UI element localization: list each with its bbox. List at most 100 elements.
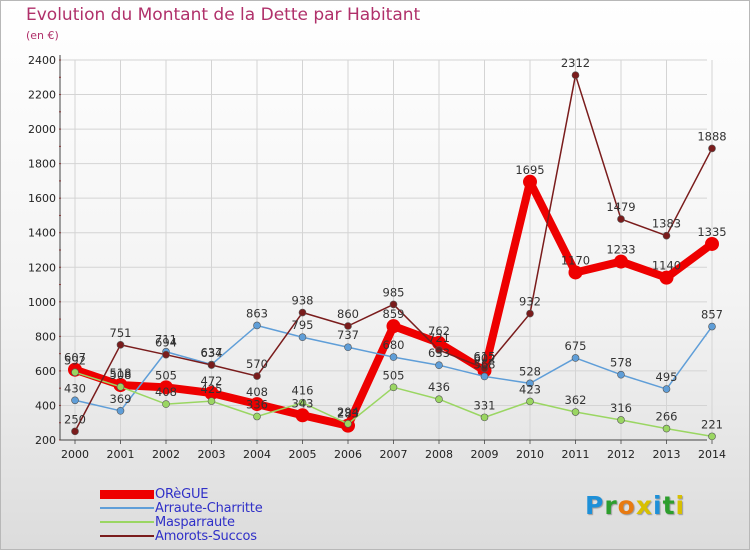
- y-tick-label: 1000: [28, 296, 56, 309]
- data-point: [207, 361, 216, 369]
- data-label: 863: [246, 306, 268, 320]
- data-label: 602: [474, 352, 496, 366]
- legend-swatch: [100, 535, 154, 537]
- data-point: [662, 231, 671, 240]
- data-label: 528: [519, 364, 541, 378]
- data-point: [614, 254, 628, 269]
- legend-item-arraute-charritte: Arraute-Charritte: [100, 500, 263, 516]
- data-point: [344, 343, 352, 352]
- data-label: 737: [337, 328, 359, 342]
- data-label: 423: [519, 382, 541, 396]
- data-point: [568, 265, 583, 280]
- data-point: [435, 361, 443, 370]
- x-tick-label: 2005: [289, 448, 317, 461]
- data-point: [253, 372, 261, 380]
- data-label: 343: [292, 396, 314, 410]
- data-label: 495: [656, 370, 678, 384]
- data-label: 795: [292, 318, 314, 332]
- chart-title: Evolution du Montant de la Dette par Hab…: [26, 5, 421, 25]
- data-point: [526, 379, 534, 388]
- legend-label: Arraute-Charritte: [155, 500, 263, 516]
- legend-item-masparraute: Masparraute: [100, 515, 263, 530]
- data-label: 1479: [606, 200, 635, 214]
- x-tick-label: 2009: [471, 448, 499, 461]
- data-label: 568: [474, 357, 496, 371]
- data-point: [389, 383, 398, 392]
- data-label: 634: [201, 346, 223, 360]
- data-label: 637: [201, 346, 223, 360]
- data-label: 762: [428, 324, 450, 338]
- data-point: [480, 413, 489, 422]
- x-tick-label: 2012: [607, 448, 635, 461]
- data-point: [617, 416, 625, 424]
- data-label: 607: [64, 351, 86, 365]
- data-point: [116, 341, 125, 349]
- data-label: 408: [155, 385, 177, 399]
- data-point: [708, 322, 716, 331]
- data-label: 1383: [652, 217, 681, 231]
- data-point: [116, 407, 125, 415]
- data-point: [662, 385, 671, 393]
- data-label: 615: [474, 349, 496, 363]
- data-point: [480, 372, 489, 381]
- data-label: 416: [292, 384, 314, 398]
- data-label: 221: [701, 417, 723, 431]
- y-tick-label: 1800: [28, 158, 56, 171]
- data-point: [571, 71, 580, 79]
- data-point: [298, 398, 307, 407]
- data-point: [344, 419, 352, 428]
- data-label: 932: [519, 295, 541, 309]
- data-label: 1170: [561, 253, 590, 267]
- data-point: [435, 346, 443, 354]
- data-label: 408: [246, 385, 268, 399]
- data-label: 283: [337, 407, 359, 421]
- data-point: [250, 397, 264, 412]
- legend-swatch: [100, 507, 154, 509]
- data-label: 570: [246, 357, 268, 371]
- data-point: [159, 380, 173, 395]
- data-label: 336: [246, 398, 268, 412]
- data-label: 680: [383, 338, 405, 352]
- data-label: 857: [701, 308, 723, 322]
- data-label: 425: [201, 382, 223, 396]
- x-tick-label: 2013: [653, 448, 681, 461]
- data-label: 711: [155, 333, 177, 347]
- data-point: [617, 215, 625, 223]
- y-tick-label: 2200: [28, 89, 56, 102]
- data-point: [708, 432, 716, 441]
- data-point: [298, 333, 307, 342]
- legend-item-oregue: ORèGUE: [100, 487, 263, 502]
- data-label: 294: [337, 405, 359, 419]
- x-tick-label: 2002: [152, 448, 180, 461]
- data-label: 436: [428, 380, 450, 394]
- data-point: [71, 368, 79, 377]
- x-tick-label: 2006: [334, 448, 362, 461]
- data-label: 1695: [515, 163, 544, 177]
- data-label: 938: [292, 294, 314, 308]
- x-tick-label: 2007: [380, 448, 408, 461]
- data-point: [526, 309, 534, 318]
- data-point: [708, 144, 716, 153]
- x-tick-label: 2011: [562, 448, 590, 461]
- data-point: [389, 300, 398, 309]
- data-label: 721: [428, 331, 450, 345]
- data-point: [571, 354, 580, 362]
- data-label: 369: [110, 392, 132, 406]
- data-point: [480, 364, 489, 373]
- data-label: 505: [383, 368, 405, 382]
- y-tick-label: 1600: [28, 192, 56, 205]
- data-point: [435, 395, 443, 404]
- legend-swatch: [100, 489, 154, 499]
- legend-swatch: [100, 521, 154, 523]
- data-point: [526, 397, 534, 406]
- data-label: 505: [155, 368, 177, 382]
- data-label: 266: [656, 410, 678, 424]
- data-label: 985: [383, 285, 405, 299]
- data-point: [523, 174, 537, 189]
- data-label: 430: [64, 381, 86, 395]
- x-tick-label: 2010: [516, 448, 544, 461]
- data-label: 508: [110, 368, 132, 382]
- data-label: 472: [201, 374, 223, 388]
